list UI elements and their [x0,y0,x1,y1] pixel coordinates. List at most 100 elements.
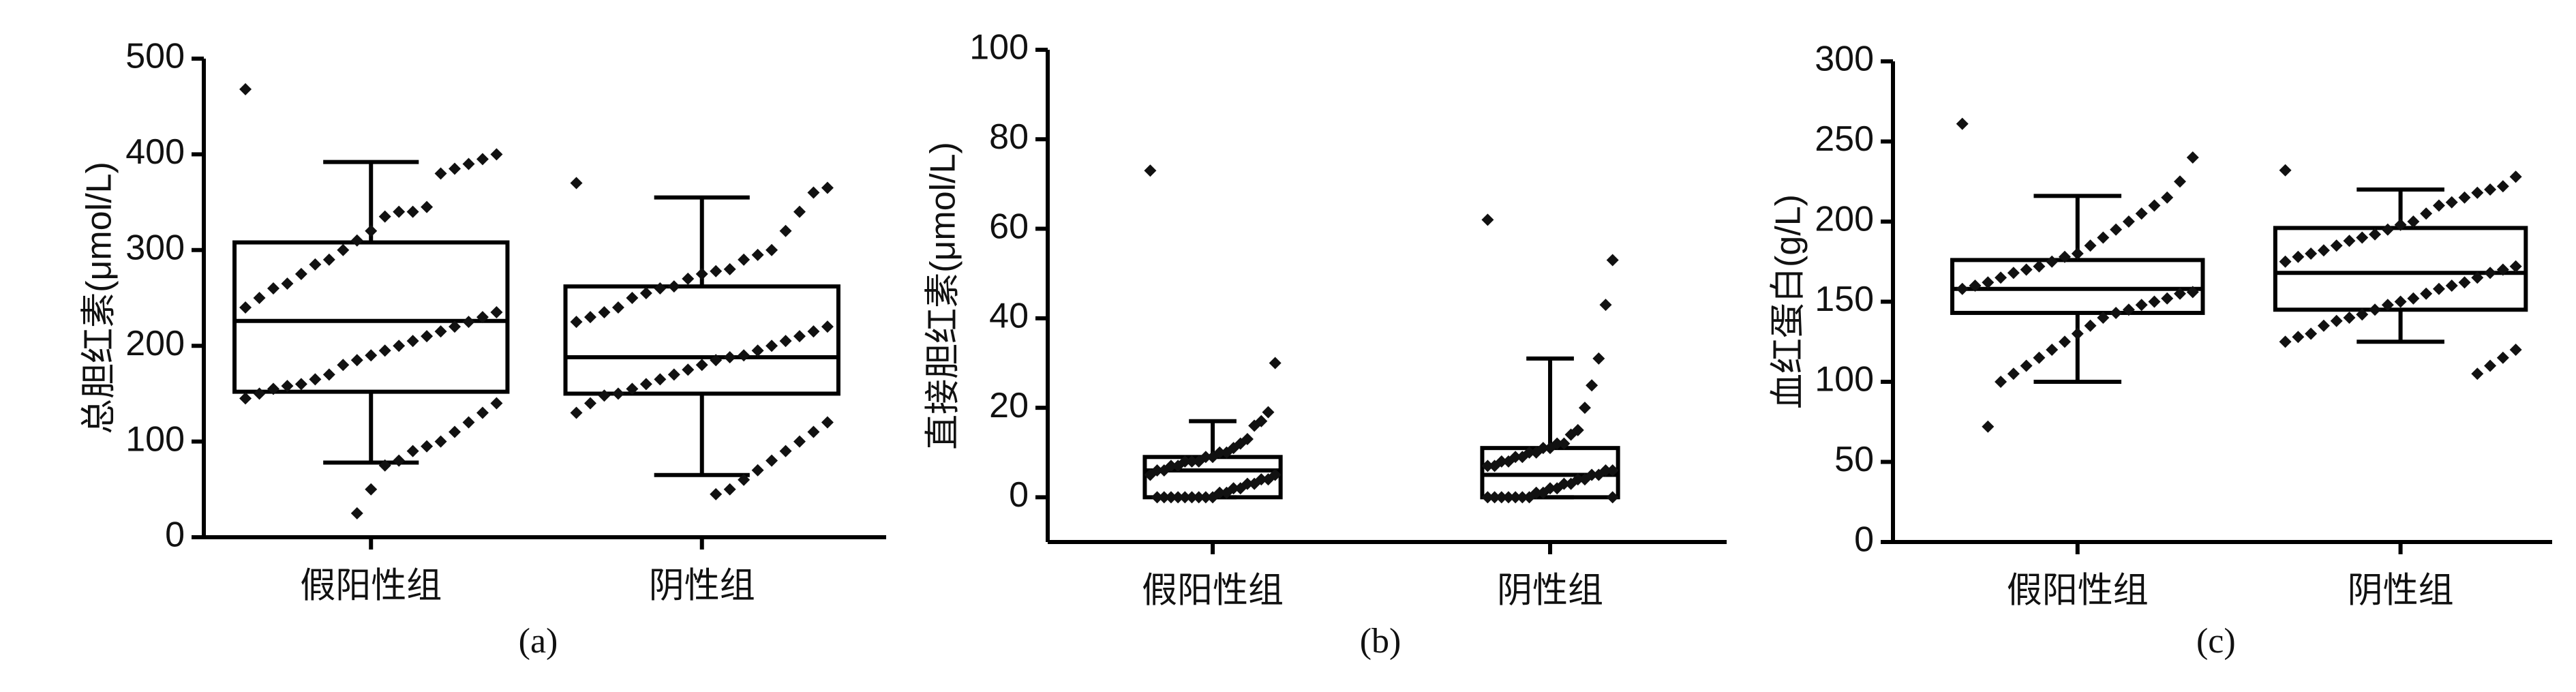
data-point [1995,376,2007,388]
data-point [2305,247,2318,260]
data-point [2071,247,2084,260]
data-point [2445,280,2458,292]
data-point [2058,335,2071,348]
y-tick-label: 100 [1815,360,1874,400]
data-point [309,373,322,386]
data-point [1151,491,1164,504]
data-point [1578,402,1591,415]
data-point [2432,199,2445,212]
x-tick-label: 假阳性组 [1142,571,1284,611]
data-point [584,397,597,410]
data-point [337,359,350,372]
data-point [462,316,475,329]
data-point [393,454,406,467]
data-point [723,262,736,275]
data-point [2135,207,2148,220]
data-point [1172,491,1185,504]
data-point [1606,254,1619,267]
data-point [294,267,307,280]
data-point [337,243,350,256]
y-tick-label: 400 [125,132,185,172]
data-point [2496,180,2509,193]
data-point [1220,486,1233,499]
data-point [2420,287,2433,300]
y-tick-label: 300 [125,228,185,268]
y-tick-label: 200 [125,324,185,363]
data-point [2033,260,2046,273]
x-tick-label: 阴性组 [1497,571,1603,611]
data-point [1157,464,1170,477]
data-point [2122,303,2135,316]
data-point [1606,464,1619,477]
data-point [309,258,322,271]
data-point [1199,491,1212,504]
data-point [2007,367,2020,380]
data-point [253,292,266,304]
y-axis-label: 血红蛋白(g/L) [1769,194,1808,409]
data-point [1969,280,1982,292]
data-point [1551,482,1564,495]
data-point [807,425,820,438]
data-point [2186,151,2199,164]
data-point [365,349,378,362]
data-point [2509,344,2522,356]
data-point [2046,344,2059,356]
data-point [2471,271,2484,284]
data-point [598,389,611,402]
data-point [2186,286,2199,299]
data-point [1982,420,1995,433]
data-point [1488,460,1501,472]
y-tick-label: 0 [165,515,185,555]
data-point [1995,271,2007,284]
data-point [598,306,611,319]
data-point [449,162,461,175]
data-point [611,301,624,314]
data-point [476,311,489,324]
data-point [2148,295,2161,308]
data-point [1516,451,1529,464]
data-point [239,82,252,95]
data-point [393,205,406,218]
data-point [281,380,294,393]
data-point [667,280,680,293]
caption: (a) [519,622,558,661]
data-point [821,416,834,429]
data-point [1164,491,1177,504]
data-point [695,359,708,372]
data-point [2174,175,2187,188]
data-point [2161,191,2174,204]
data-point [2097,312,2110,324]
data-point [2471,186,2484,199]
data-point [2174,287,2187,300]
data-point [2161,292,2174,305]
data-point [2046,255,2059,268]
y-tick-label: 150 [1815,280,1874,319]
data-point [807,186,820,199]
data-point [1516,491,1529,504]
y-tick-label: 20 [989,386,1029,425]
data-point [350,234,363,247]
data-point [434,325,447,338]
data-point [2445,196,2458,209]
data-point [2330,314,2343,327]
data-point [2020,359,2033,372]
data-point [2279,164,2292,177]
data-point [1530,446,1543,459]
data-point [476,406,489,419]
y-tick-label: 250 [1815,119,1874,159]
data-point [1495,491,1508,504]
y-tick-label: 50 [1834,440,1874,479]
data-point [2110,223,2123,236]
data-point [2509,260,2522,273]
data-point [639,378,652,391]
data-point [2148,199,2161,212]
data-point [267,382,279,395]
data-point [1564,477,1577,490]
x-tick-label: 假阳性组 [300,567,442,606]
data-point [1207,491,1219,504]
data-point [1586,379,1598,392]
data-point [2369,303,2382,316]
data-point [1262,406,1275,419]
caption: (b) [1360,622,1401,661]
